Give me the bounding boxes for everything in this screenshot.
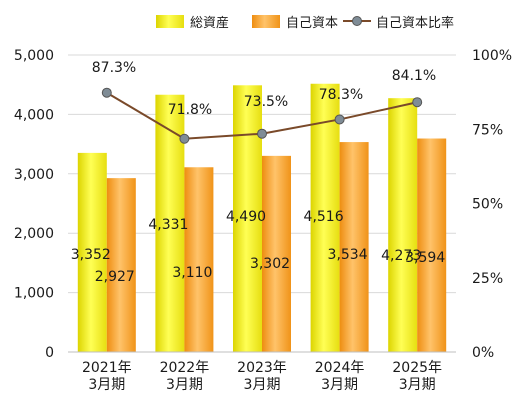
data-label-equity-ratio: 71.8%: [168, 102, 212, 118]
equity-ratio-point: [257, 128, 267, 139]
left-tick-label: 1,000: [14, 286, 54, 302]
left-tick-label: 2,000: [14, 226, 54, 242]
category-label-year: 2023年: [237, 360, 287, 376]
right-tick-label: 50%: [472, 197, 503, 213]
data-label-equity-ratio: 87.3%: [92, 60, 136, 76]
bar-equity: [262, 155, 291, 352]
right-tick-label: 0%: [472, 345, 494, 361]
data-label-total-assets: 4,331: [148, 217, 188, 233]
category-label-period: 3月期: [244, 377, 281, 393]
data-label-equity-ratio: 84.1%: [392, 68, 436, 84]
data-label-equity: 3,110: [172, 265, 212, 281]
category-label-year: 2025年: [392, 360, 442, 376]
legend-label-total-assets: 総資産: [190, 15, 229, 31]
data-labels: 3,352 2,927 4,331 3,110 4,490 3,302 4,516 3,534…: [71, 60, 446, 285]
legend-label-equity-ratio: 自己資本比率: [376, 15, 454, 31]
right-axis-ticks: 0% 25% 50% 75% 100%: [472, 48, 512, 361]
bar-total-assets: [233, 85, 262, 352]
category-label-period: 3月期: [88, 377, 125, 393]
bar-equity: [106, 178, 136, 352]
data-label-equity: 3,594: [405, 250, 445, 266]
equity-ratio-line: [101, 87, 423, 144]
bar-total-assets: [388, 98, 418, 352]
right-tick-label: 25%: [472, 271, 503, 287]
data-label-equity-ratio: 73.5%: [244, 94, 288, 110]
bar-equity: [339, 142, 369, 352]
category-label-year: 2021年: [82, 360, 132, 376]
legend: 総資産 自己資本 自己資本比率: [156, 15, 454, 31]
data-label-equity: 3,534: [328, 247, 368, 263]
left-tick-label: 3,000: [14, 167, 54, 183]
legend-marker-equity-ratio: [352, 16, 362, 26]
category-label-period: 3月期: [399, 377, 436, 393]
data-label-total-assets: 4,490: [226, 209, 266, 225]
data-label-equity-ratio: 78.3%: [319, 87, 363, 103]
left-tick-label: 4,000: [14, 107, 54, 123]
legend-swatch-total-assets: [156, 15, 184, 28]
data-label-total-assets: 3,352: [71, 247, 111, 263]
right-tick-label: 100%: [472, 48, 512, 64]
left-tick-label: 0: [45, 345, 54, 361]
category-label-period: 3月期: [321, 377, 358, 393]
bar-total-assets: [77, 152, 107, 352]
data-label-total-assets: 4,516: [304, 209, 344, 225]
equity-ratio-point: [334, 114, 345, 125]
equity-ratio-point: [179, 133, 190, 144]
category-label-period: 3月期: [166, 377, 203, 393]
bars: [77, 83, 447, 353]
bar-equity: [417, 138, 447, 352]
bar-total-assets: [310, 83, 340, 352]
data-label-equity: 2,927: [95, 269, 135, 285]
equity-ratio-point: [412, 97, 423, 108]
legend-swatch-equity: [252, 15, 280, 28]
data-label-equity: 3,302: [250, 256, 290, 272]
category-label-year: 2024年: [315, 360, 365, 376]
bar-equity: [184, 167, 214, 352]
equity-ratio-point: [101, 87, 112, 98]
left-tick-label: 5,000: [14, 48, 54, 64]
category-label-year: 2022年: [160, 360, 210, 376]
legend-label-equity: 自己資本: [286, 16, 338, 31]
data-label-total-assets: 4,273: [381, 248, 421, 264]
right-tick-label: 75%: [472, 122, 503, 138]
left-axis-ticks: 0 1,000 2,000 3,000 4,000 5,000: [14, 48, 54, 361]
